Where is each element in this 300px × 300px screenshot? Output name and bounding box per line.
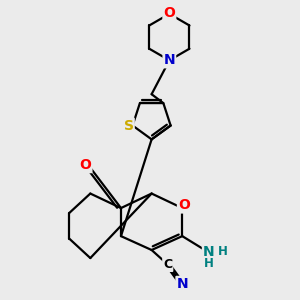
Text: N: N	[176, 277, 188, 291]
Text: O: O	[80, 158, 92, 172]
Text: C: C	[163, 258, 172, 271]
Text: H: H	[204, 257, 214, 270]
Text: N: N	[203, 244, 214, 259]
Text: H: H	[218, 245, 227, 258]
Text: N: N	[164, 53, 175, 67]
Text: O: O	[178, 199, 190, 212]
Text: O: O	[164, 6, 175, 20]
Text: S: S	[124, 118, 134, 133]
